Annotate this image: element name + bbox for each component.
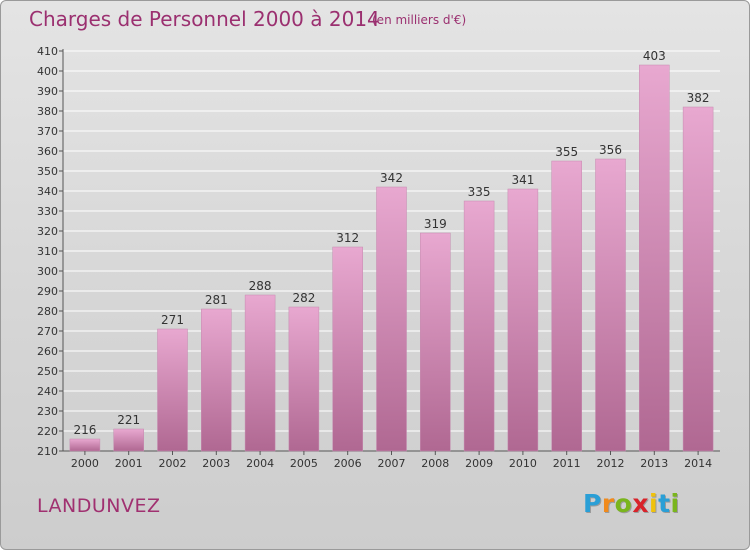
- bar: [682, 106, 714, 452]
- bar: [420, 232, 451, 452]
- logo-letter: r: [601, 489, 615, 518]
- bar: [639, 64, 670, 452]
- bar-value-label: 335: [468, 185, 491, 199]
- bar-value-label: 216: [73, 423, 96, 437]
- bar: [551, 160, 582, 452]
- bar-value-label: 319: [424, 217, 447, 231]
- y-tick-label: 330: [37, 205, 58, 218]
- x-tick-label: 2004: [246, 457, 274, 470]
- y-tick-label: 260: [37, 345, 58, 358]
- logo-letter: i: [670, 489, 680, 518]
- y-tick-label: 410: [37, 45, 58, 58]
- bar-value-label: 382: [687, 91, 710, 105]
- bar-value-label: 403: [643, 49, 666, 63]
- bar: [288, 306, 320, 452]
- x-tick-label: 2003: [202, 457, 230, 470]
- x-tick-label: 2008: [421, 457, 449, 470]
- y-tick-label: 210: [37, 445, 58, 458]
- logo-letter: i: [649, 489, 659, 518]
- logo-letter: t: [658, 489, 671, 518]
- bar: [201, 308, 232, 452]
- x-tick-label: 2001: [115, 457, 143, 470]
- logo-letter: x: [632, 489, 649, 518]
- bar-value-label: 271: [161, 313, 184, 327]
- bar-value-label: 282: [292, 291, 315, 305]
- y-tick-label: 310: [37, 245, 58, 258]
- bar: [463, 200, 495, 452]
- bar-value-label: 356: [599, 143, 622, 157]
- chart-title: Charges de Personnel 2000 à 2014: [29, 7, 380, 31]
- x-tick-label: 2014: [684, 457, 712, 470]
- y-tick-label: 380: [37, 105, 58, 118]
- y-tick-label: 370: [37, 125, 58, 138]
- x-tick-label: 2007: [378, 457, 406, 470]
- logo-letter: P: [583, 489, 602, 518]
- y-tick-label: 390: [37, 85, 58, 98]
- chart-subtitle: (en milliers d'€): [372, 13, 467, 27]
- proxiti-logo[interactable]: Proxiti: [583, 489, 680, 518]
- x-tick-label: 2002: [159, 457, 187, 470]
- bar: [595, 158, 626, 452]
- bar: [332, 246, 363, 452]
- bar-value-label: 355: [555, 145, 578, 159]
- bar-value-label: 342: [380, 171, 403, 185]
- x-tick-label: 2009: [465, 457, 493, 470]
- bar: [113, 428, 144, 452]
- commune-name: LANDUNVEZ: [37, 495, 161, 517]
- x-tick-label: 2013: [640, 457, 668, 470]
- x-tick-label: 2012: [597, 457, 625, 470]
- logo-letter: o: [614, 489, 633, 518]
- bar: [244, 294, 276, 452]
- bar: [507, 188, 539, 452]
- y-tick-label: 350: [37, 165, 58, 178]
- y-tick-label: 340: [37, 185, 58, 198]
- bar-value-label: 281: [205, 293, 228, 307]
- y-tick-label: 250: [37, 365, 58, 378]
- y-tick-label: 230: [37, 405, 58, 418]
- y-tick-label: 320: [37, 225, 58, 238]
- bar: [69, 438, 101, 452]
- x-tick-label: 2000: [71, 457, 99, 470]
- bar-value-label: 312: [336, 231, 359, 245]
- x-tick-label: 2006: [334, 457, 362, 470]
- y-tick-label: 290: [37, 285, 58, 298]
- y-tick-label: 300: [37, 265, 58, 278]
- y-tick-label: 400: [37, 65, 58, 78]
- bar-value-label: 341: [511, 173, 534, 187]
- bar-value-label: 288: [249, 279, 272, 293]
- bar: [376, 186, 407, 452]
- x-tick-label: 2011: [553, 457, 581, 470]
- bar-value-label: 221: [117, 413, 140, 427]
- y-tick-label: 360: [37, 145, 58, 158]
- x-tick-label: 2005: [290, 457, 318, 470]
- bar: [157, 328, 188, 452]
- y-tick-label: 220: [37, 425, 58, 438]
- y-tick-label: 240: [37, 385, 58, 398]
- y-tick-label: 270: [37, 325, 58, 338]
- x-tick-label: 2010: [509, 457, 537, 470]
- y-tick-label: 280: [37, 305, 58, 318]
